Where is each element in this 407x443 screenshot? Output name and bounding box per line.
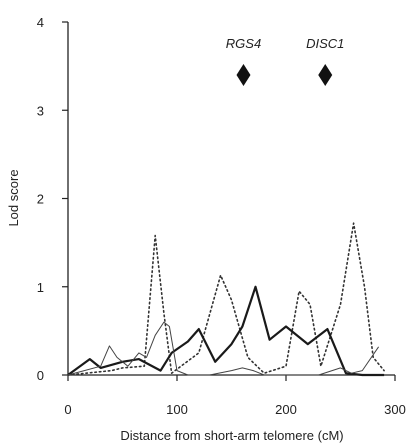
marker-label-1: DISC1 xyxy=(306,36,344,51)
x-tick-label-0: 0 xyxy=(64,402,71,417)
marker-layer: RGS4 DISC1 xyxy=(226,36,344,86)
series-layer xyxy=(67,222,385,377)
x-axis: 0 100 200 300 xyxy=(64,374,406,417)
series-line-thick-solid xyxy=(67,285,385,377)
y-axis: 0 1 2 3 4 xyxy=(37,15,69,383)
y-tick-label-4: 4 xyxy=(37,15,44,30)
y-tick-label-2: 2 xyxy=(37,192,44,207)
x-tick-label-3: 300 xyxy=(384,402,406,417)
y-tick-label-3: 3 xyxy=(37,103,44,118)
marker-diamond-0 xyxy=(236,63,251,86)
y-tick-label-0: 0 xyxy=(37,368,44,383)
marker-label-0: RGS4 xyxy=(226,36,261,51)
marker-diamond-1 xyxy=(318,63,333,86)
y-axis-title: Lod score xyxy=(6,169,21,226)
x-tick-label-2: 200 xyxy=(275,402,297,417)
x-axis-title: Distance from short-arm telomere (cM) xyxy=(120,428,343,443)
series-line-dotted xyxy=(67,222,385,376)
y-tick-label-1: 1 xyxy=(37,280,44,295)
series-line-thin-solid xyxy=(67,321,380,376)
x-tick-label-1: 100 xyxy=(166,402,188,417)
